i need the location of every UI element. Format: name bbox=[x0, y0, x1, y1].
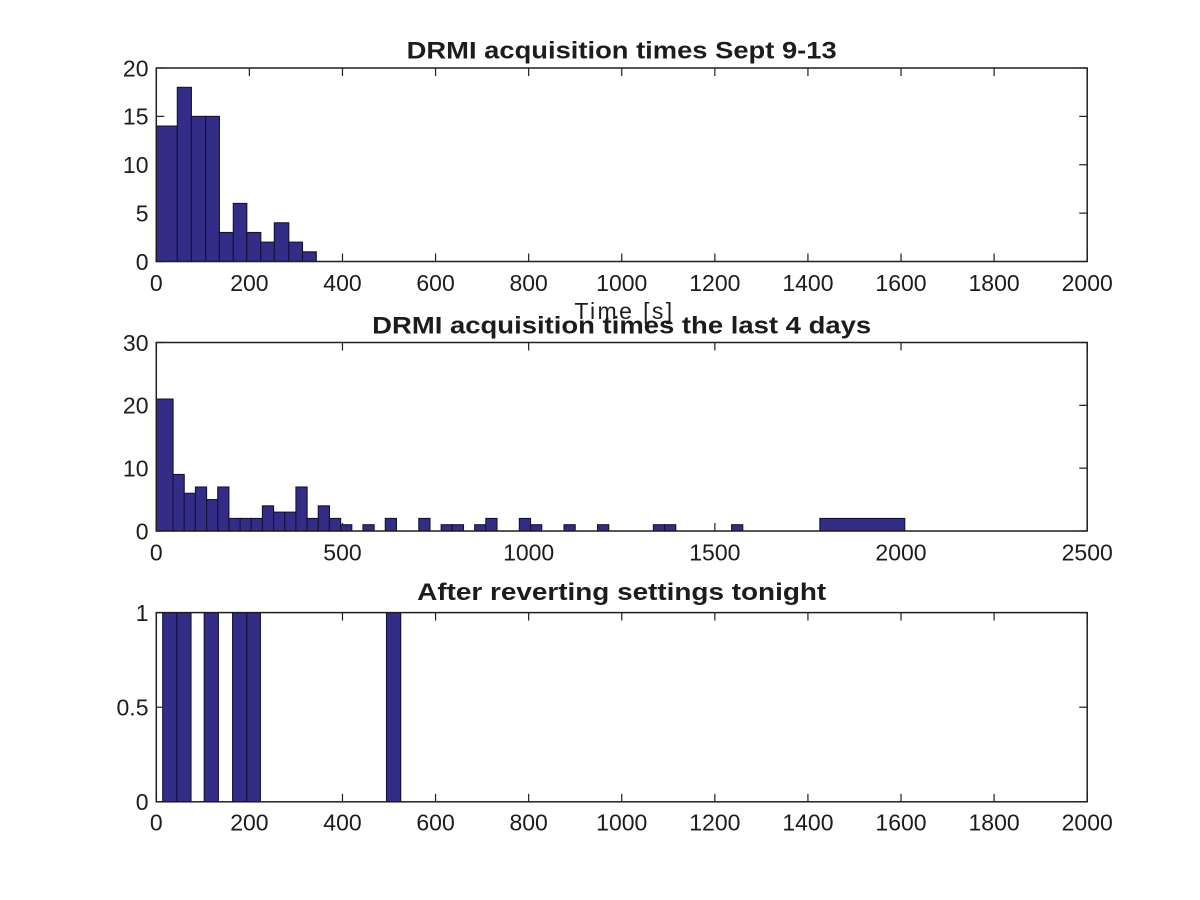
svg-text:0: 0 bbox=[136, 518, 149, 544]
svg-text:30: 30 bbox=[123, 330, 149, 356]
svg-text:2000: 2000 bbox=[1062, 809, 1113, 835]
svg-text:1800: 1800 bbox=[969, 809, 1020, 835]
svg-text:0: 0 bbox=[150, 809, 163, 835]
svg-text:1400: 1400 bbox=[782, 809, 833, 835]
svg-text:800: 800 bbox=[509, 270, 547, 296]
svg-text:After reverting settings tonig: After reverting settings tonight bbox=[417, 579, 826, 606]
svg-text:10: 10 bbox=[123, 455, 149, 481]
svg-text:DRMI acquisition times Sept 9-: DRMI acquisition times Sept 9-13 bbox=[407, 38, 837, 65]
svg-text:1000: 1000 bbox=[503, 539, 554, 565]
svg-text:Time [s]: Time [s] bbox=[574, 298, 674, 324]
svg-text:0.5: 0.5 bbox=[117, 695, 149, 721]
svg-text:600: 600 bbox=[416, 270, 454, 296]
svg-text:20: 20 bbox=[123, 393, 149, 419]
svg-text:0: 0 bbox=[136, 789, 149, 815]
svg-text:2000: 2000 bbox=[875, 539, 926, 565]
svg-text:1000: 1000 bbox=[596, 270, 647, 296]
svg-text:200: 200 bbox=[230, 809, 268, 835]
svg-text:800: 800 bbox=[509, 809, 547, 835]
svg-text:0: 0 bbox=[150, 539, 163, 565]
svg-text:0: 0 bbox=[150, 270, 163, 296]
svg-text:5: 5 bbox=[136, 200, 149, 226]
svg-text:DRMI acquisition times the las: DRMI acquisition times the last 4 days bbox=[372, 313, 871, 340]
svg-text:2000: 2000 bbox=[1062, 270, 1113, 296]
svg-text:2500: 2500 bbox=[1062, 539, 1113, 565]
svg-text:15: 15 bbox=[123, 104, 149, 130]
svg-text:1600: 1600 bbox=[875, 270, 926, 296]
svg-text:10: 10 bbox=[123, 152, 149, 178]
svg-text:1200: 1200 bbox=[689, 270, 740, 296]
svg-text:1800: 1800 bbox=[969, 270, 1020, 296]
svg-text:200: 200 bbox=[230, 270, 268, 296]
svg-text:500: 500 bbox=[323, 539, 361, 565]
svg-text:1000: 1000 bbox=[596, 809, 647, 835]
svg-text:400: 400 bbox=[323, 809, 361, 835]
svg-text:0: 0 bbox=[136, 249, 149, 275]
svg-text:1400: 1400 bbox=[782, 270, 833, 296]
svg-text:1600: 1600 bbox=[875, 809, 926, 835]
svg-text:1: 1 bbox=[136, 600, 149, 626]
svg-text:1200: 1200 bbox=[689, 809, 740, 835]
svg-text:600: 600 bbox=[416, 809, 454, 835]
svg-text:1500: 1500 bbox=[689, 539, 740, 565]
svg-text:20: 20 bbox=[123, 55, 149, 81]
svg-text:400: 400 bbox=[323, 270, 361, 296]
